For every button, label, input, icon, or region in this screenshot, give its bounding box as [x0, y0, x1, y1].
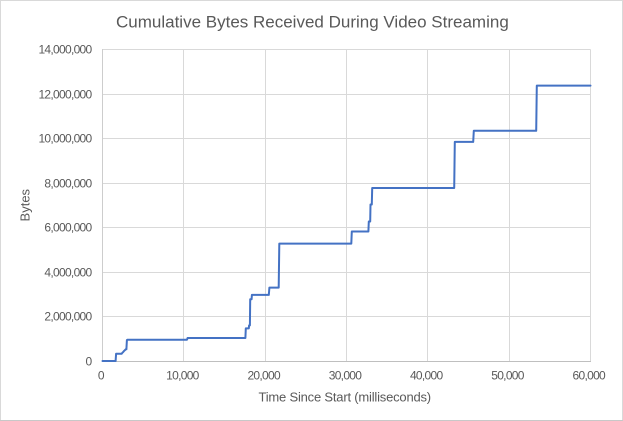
svg-text:60,000: 60,000: [573, 369, 607, 383]
svg-text:Time Since Start (milliseconds: Time Since Start (milliseconds): [258, 390, 430, 405]
svg-text:0: 0: [98, 369, 105, 383]
svg-text:6,000,000: 6,000,000: [44, 221, 92, 235]
svg-text:4,000,000: 4,000,000: [44, 266, 92, 280]
svg-text:30,000: 30,000: [329, 369, 363, 383]
svg-text:10,000,000: 10,000,000: [38, 132, 92, 146]
svg-text:14,000,000: 14,000,000: [38, 43, 92, 57]
svg-text:40,000: 40,000: [410, 369, 444, 383]
svg-text:2,000,000: 2,000,000: [44, 310, 92, 324]
svg-text:8,000,000: 8,000,000: [44, 177, 92, 191]
svg-text:Bytes: Bytes: [18, 188, 33, 221]
svg-text:50,000: 50,000: [491, 369, 525, 383]
svg-text:0: 0: [86, 355, 93, 369]
svg-text:10,000: 10,000: [166, 369, 200, 383]
svg-text:Cumulative Bytes Received Duri: Cumulative Bytes Received During Video S…: [116, 13, 509, 32]
svg-text:12,000,000: 12,000,000: [38, 88, 92, 102]
svg-text:20,000: 20,000: [247, 369, 281, 383]
